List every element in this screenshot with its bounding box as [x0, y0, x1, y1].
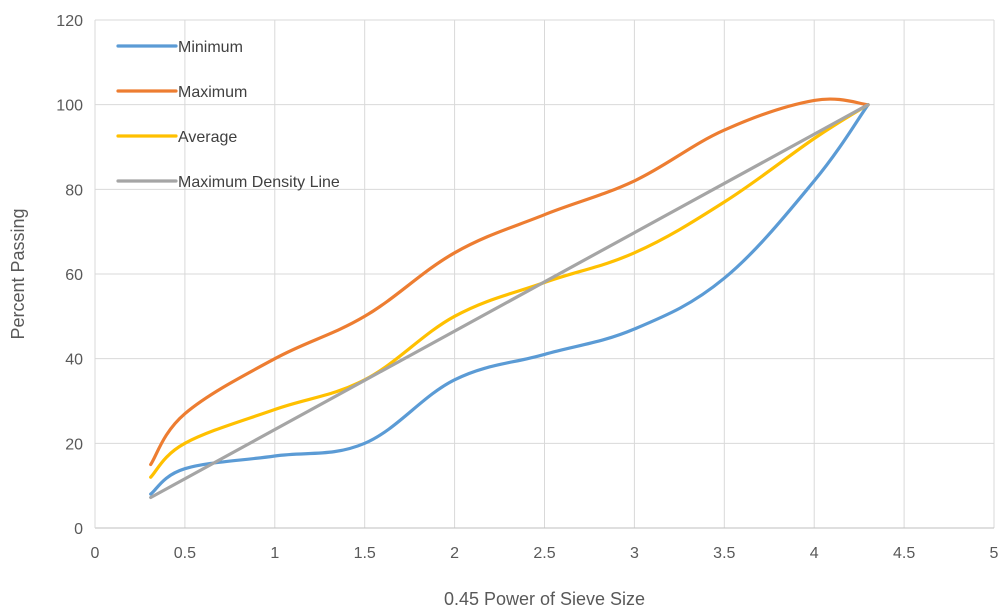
y-tick-label: 80: [65, 182, 83, 199]
tick-labels: 0 20 40 60 80 100 120 0 0.5 1 1.5 2 2.5 3 3.5 4 4.5 5: [56, 13, 998, 562]
y-tick-label: 0: [74, 521, 83, 538]
y-axis-title: Percent Passing: [8, 208, 28, 339]
x-tick-label: 1: [270, 545, 279, 562]
y-tick-label: 100: [56, 98, 83, 115]
y-tick-label: 60: [65, 267, 83, 284]
x-tick-label: 2: [450, 545, 459, 562]
legend-label-average: Average: [178, 129, 237, 146]
series-line-maximum: [149, 97, 870, 467]
series-line-average: [149, 103, 870, 479]
legend-label-maximum-density-line: Maximum Density Line: [178, 174, 340, 191]
x-tick-label: 3: [630, 545, 639, 562]
series-line-minimum: [149, 103, 870, 496]
x-tick-label: 0: [91, 545, 100, 562]
x-tick-label: 4: [810, 545, 819, 562]
x-tick-label: 0.5: [174, 545, 196, 562]
x-tick-label: 2.5: [533, 545, 555, 562]
y-tick-label: 20: [65, 436, 83, 453]
series-line-maximum-density-line: [149, 103, 870, 500]
legend-label-maximum: Maximum: [178, 84, 247, 101]
x-tick-label: 4.5: [893, 545, 915, 562]
x-axis-title: 0.45 Power of Sieve Size: [444, 589, 645, 609]
x-tick-label: 3.5: [713, 545, 735, 562]
legend-label-minimum: Minimum: [178, 39, 243, 56]
legend: Minimum Maximum Average Maximum Density Lin…: [116, 39, 340, 191]
x-tick-label: 5: [990, 545, 999, 562]
y-tick-label: 120: [56, 13, 83, 30]
series-lines: [149, 97, 870, 500]
x-tick-label: 1.5: [354, 545, 376, 562]
gridlines: [95, 19, 995, 528]
y-tick-label: 40: [65, 352, 83, 369]
axes: [94, 20, 994, 529]
